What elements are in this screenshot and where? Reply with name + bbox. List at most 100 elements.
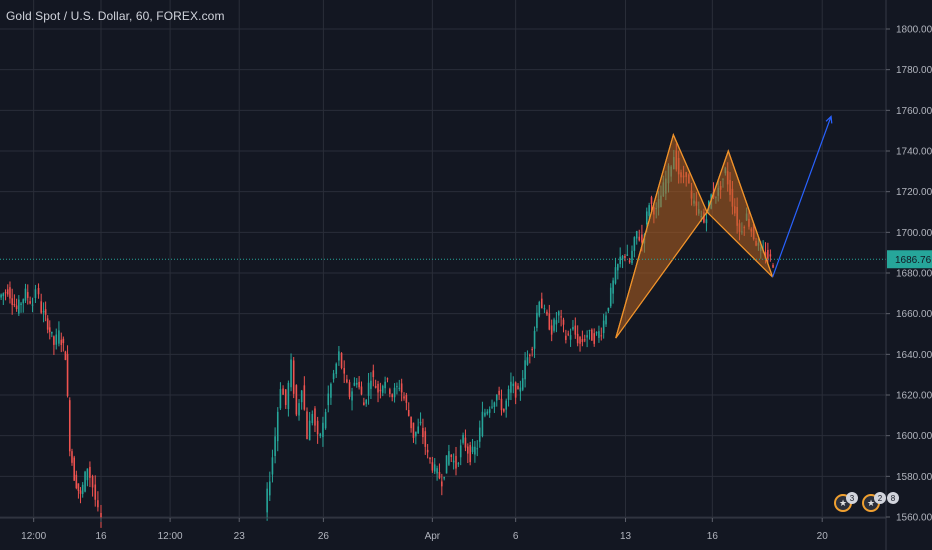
time-tick-label: 16 xyxy=(95,531,107,542)
candle-body xyxy=(37,287,40,295)
candle-body xyxy=(433,464,436,472)
candle-body xyxy=(355,382,358,385)
candle-body xyxy=(282,388,284,395)
time-tick-label: 12:00 xyxy=(21,531,46,542)
candle-body xyxy=(316,420,319,435)
candle-body xyxy=(538,301,541,316)
price-tick-label: 1740.00 xyxy=(896,147,932,158)
projection-arrow[interactable] xyxy=(772,115,833,278)
candle-body xyxy=(588,330,591,332)
candle-body xyxy=(628,260,631,263)
candle-body xyxy=(4,292,7,294)
candle-body xyxy=(419,421,422,424)
candle-body xyxy=(638,236,641,241)
candle-body xyxy=(26,292,29,298)
projection-arrowhead xyxy=(825,115,833,124)
price-tick-label: 1700.00 xyxy=(896,228,932,239)
candle-body xyxy=(595,332,598,334)
candle-body xyxy=(531,348,533,351)
candle-body xyxy=(403,396,405,399)
candle-body xyxy=(370,380,372,389)
event-count: 8 xyxy=(887,492,899,504)
candle-body xyxy=(452,460,455,463)
candle-body xyxy=(593,333,596,344)
candle-body xyxy=(48,327,51,332)
candle-body xyxy=(62,338,65,344)
candle-body xyxy=(500,398,503,411)
candle-body xyxy=(567,333,570,335)
candle-body xyxy=(424,431,427,447)
candle-body xyxy=(51,331,53,334)
candle-body xyxy=(295,385,298,415)
candle-body xyxy=(348,382,351,397)
price-tick-label: 1600.00 xyxy=(896,431,932,442)
candle-body xyxy=(100,512,102,519)
candle-body xyxy=(769,254,772,257)
candle-body xyxy=(335,363,338,374)
candle-body xyxy=(407,410,410,416)
candle-body xyxy=(377,383,379,393)
candle-body xyxy=(648,205,650,216)
candle-body xyxy=(569,335,572,340)
event-badge-2[interactable]: ★ 2 8 xyxy=(862,488,899,518)
candle-body xyxy=(0,294,2,298)
candle-body xyxy=(493,402,496,408)
candle-body xyxy=(507,389,510,400)
candle-body xyxy=(276,411,279,442)
harmonic-pattern[interactable] xyxy=(615,132,774,339)
candle-body xyxy=(767,249,769,259)
candle-body xyxy=(543,308,546,310)
candle-body xyxy=(13,304,16,306)
time-axis[interactable]: 12:00 16 12:00 23 26 Apr 6 13 16 20 xyxy=(0,517,886,542)
candle-body xyxy=(557,311,560,316)
candle-body xyxy=(438,471,441,479)
candle-body xyxy=(445,455,448,474)
event-badge-1[interactable]: ★ 3 xyxy=(834,488,858,518)
candle-body xyxy=(9,287,11,299)
price-axis[interactable]: 1560.00 1580.00 1600.00 1620.00 1640.00 1660.… xyxy=(885,0,932,550)
candle-body xyxy=(441,481,443,487)
candle-body xyxy=(553,319,555,331)
candle-body xyxy=(405,394,408,403)
candle-body xyxy=(512,383,515,387)
candle-body xyxy=(583,339,586,341)
price-tick-label: 1620.00 xyxy=(896,391,932,402)
event-count: 2 xyxy=(874,492,886,504)
candle-body xyxy=(772,264,774,268)
candle-body xyxy=(290,359,292,388)
candle-body xyxy=(624,256,626,258)
candle-body xyxy=(579,336,581,344)
candle-body xyxy=(398,387,401,389)
candle-body xyxy=(391,394,394,398)
candle-body xyxy=(346,379,348,383)
candle-body xyxy=(591,329,593,341)
price-tick-label: 1800.00 xyxy=(896,25,932,36)
candle-body xyxy=(298,403,300,416)
candle-body xyxy=(614,267,617,284)
candle-body xyxy=(353,382,356,386)
candle-body xyxy=(529,354,531,356)
candle-body xyxy=(89,466,91,478)
candle-body xyxy=(75,474,78,489)
candle-body xyxy=(457,463,460,465)
candle-body xyxy=(64,351,67,360)
candle-body xyxy=(546,311,548,315)
candle-body xyxy=(66,353,69,397)
pattern-bd-line xyxy=(706,211,773,278)
candle-body xyxy=(71,451,73,463)
candle-body xyxy=(284,389,287,405)
candle-body xyxy=(46,318,49,330)
candle-body xyxy=(332,373,335,380)
time-tick-label: 6 xyxy=(513,531,519,542)
candle-body xyxy=(581,338,584,342)
candle-body xyxy=(705,219,708,224)
price-tick-label: 1580.00 xyxy=(896,472,932,483)
candle-body xyxy=(311,413,314,424)
candle-body xyxy=(619,256,621,265)
candle-body xyxy=(626,254,629,256)
time-tick-label: 16 xyxy=(707,531,719,542)
candle-body xyxy=(469,445,471,463)
candle-body xyxy=(471,446,474,452)
